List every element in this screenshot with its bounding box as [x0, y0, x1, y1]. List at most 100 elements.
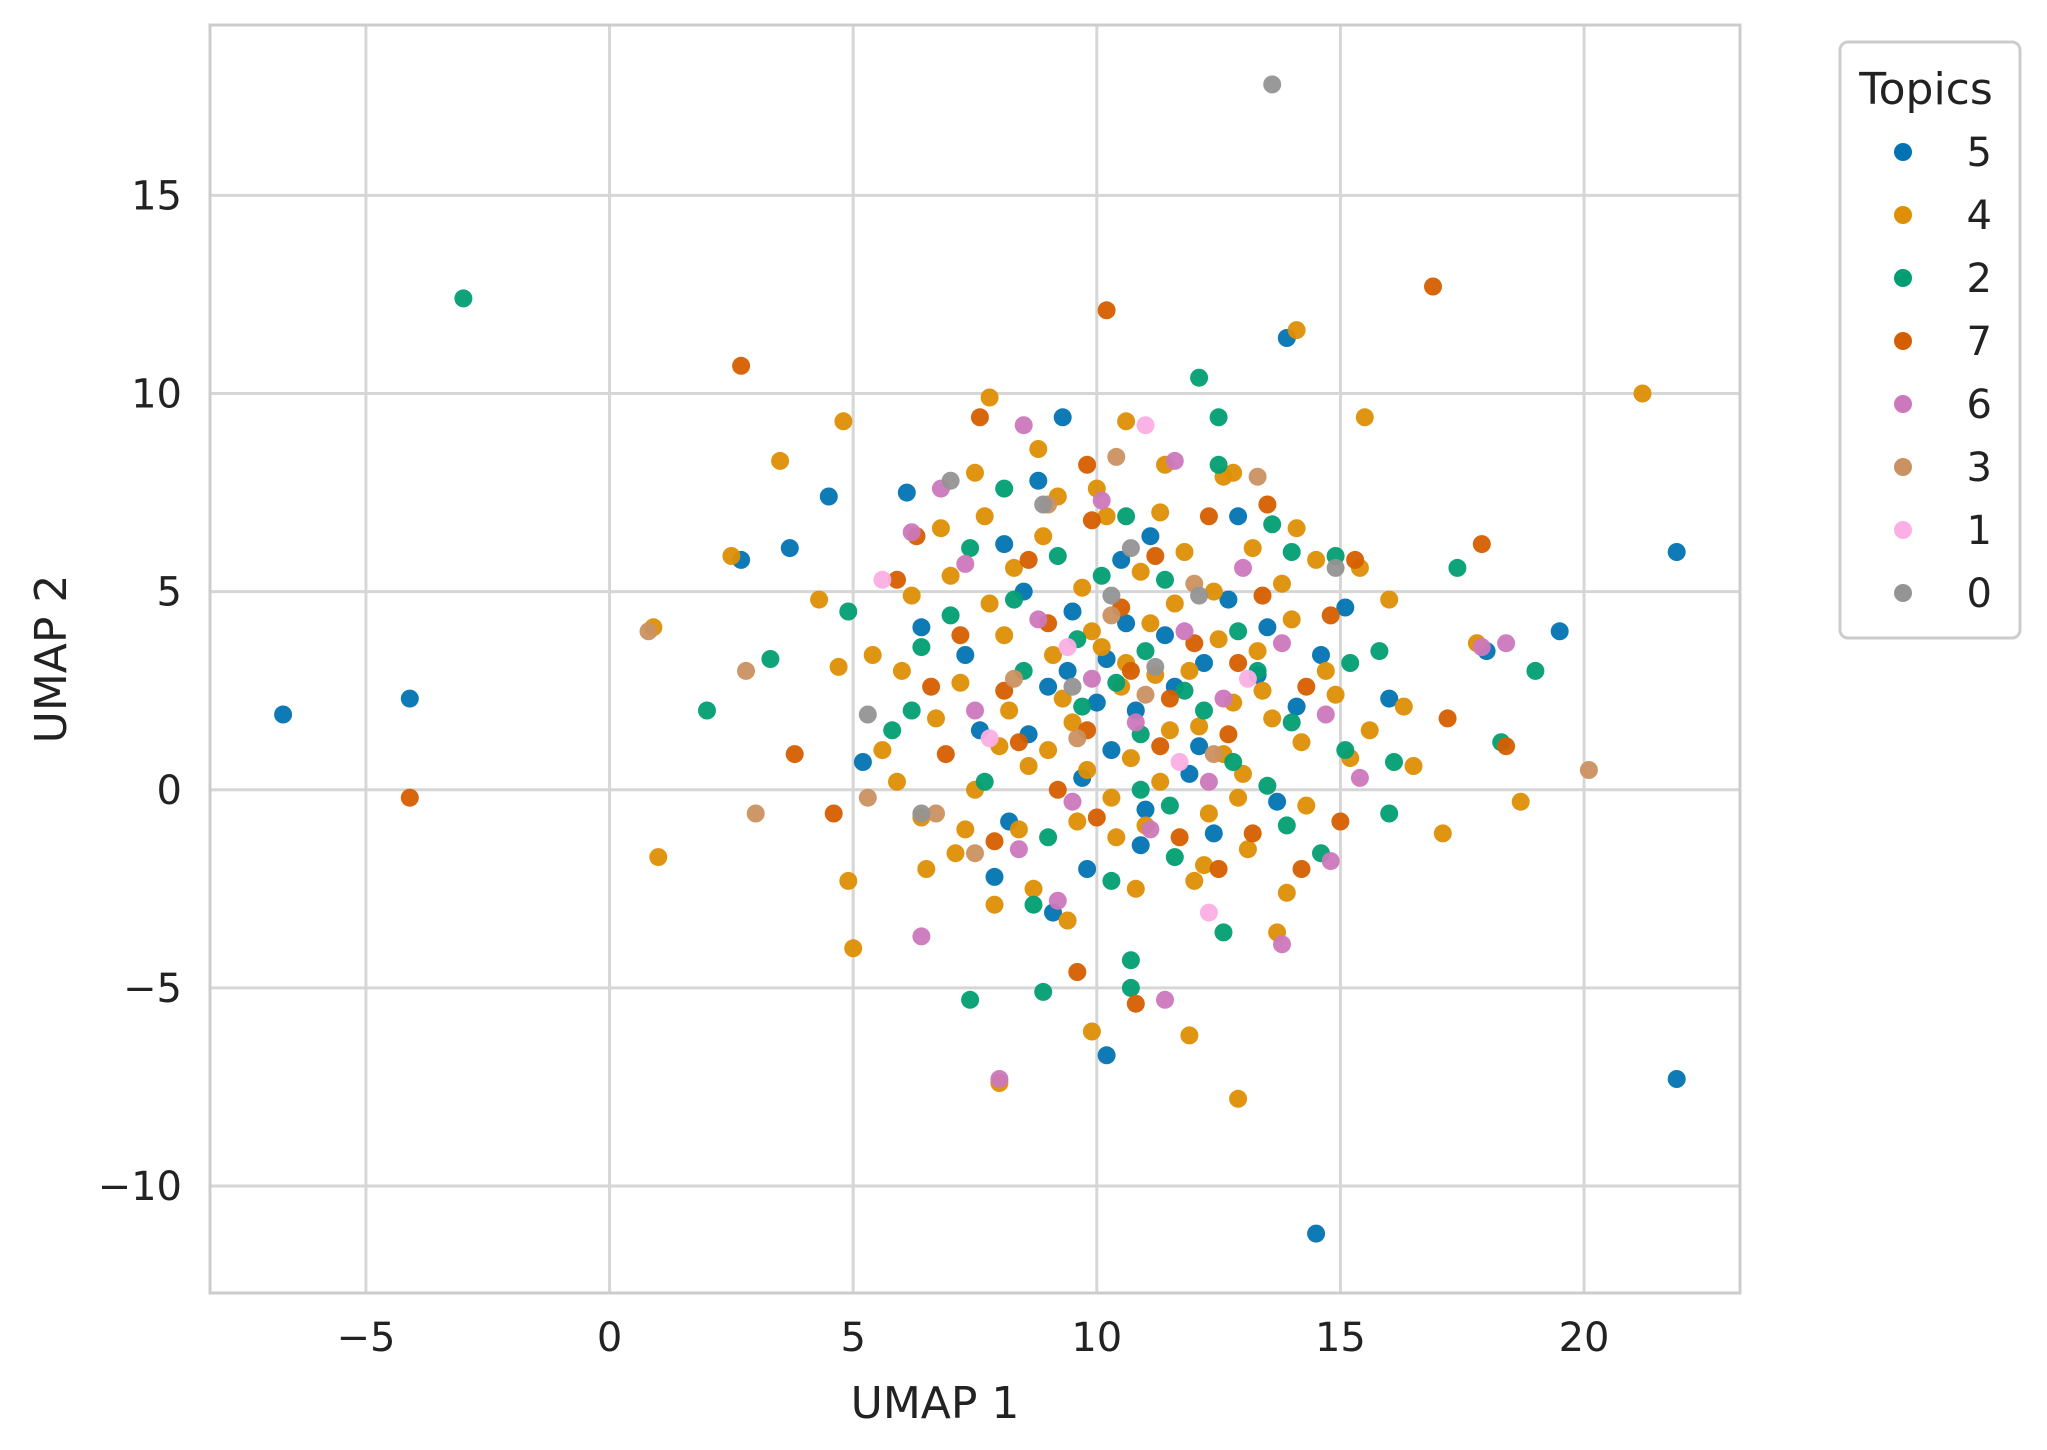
point-topic-4 [1058, 911, 1077, 930]
x-tick-label: 0 [597, 1315, 622, 1361]
point-topic-7 [1497, 737, 1516, 756]
point-topic-6 [1048, 891, 1067, 910]
point-topic-2 [1165, 848, 1184, 867]
point-topic-5 [1307, 1224, 1326, 1243]
point-topic-2 [1005, 590, 1023, 609]
point-topic-7 [951, 626, 970, 645]
point-topic-4 [1433, 824, 1452, 843]
point-topic-7 [1297, 677, 1316, 696]
point-topic-2 [961, 990, 980, 1009]
point-topic-5 [956, 646, 975, 664]
legend-label: 6 [1967, 382, 1992, 428]
legend-label: 5 [1967, 130, 1992, 176]
point-topic-2 [1073, 697, 1092, 716]
point-topic-2 [1263, 515, 1282, 534]
point-topic-3 [1248, 467, 1267, 486]
point-topic-6 [1063, 792, 1082, 811]
point-topic-6 [1082, 669, 1101, 688]
point-topic-6 [1165, 451, 1184, 470]
point-topic-2 [1341, 654, 1360, 672]
point-topic-7 [732, 356, 751, 375]
point-topic-4 [1131, 562, 1150, 581]
point-topic-5 [1550, 622, 1569, 641]
point-topic-6 [1273, 935, 1291, 954]
point-topic-6 [1141, 820, 1160, 839]
point-topic-5 [1287, 697, 1306, 716]
point-topic-4 [1039, 741, 1058, 760]
point-topic-4 [1287, 321, 1306, 340]
point-topic-2 [1102, 871, 1121, 890]
point-topic-2 [761, 650, 780, 668]
legend-label: 0 [1967, 571, 1992, 617]
point-topic-6 [990, 1070, 1009, 1088]
point-topic-4 [1005, 558, 1023, 577]
point-topic-5 [1029, 471, 1048, 490]
point-topic-5 [1141, 527, 1160, 546]
point-topic-4 [1068, 812, 1087, 831]
point-topic-2 [1277, 816, 1296, 835]
point-topic-4 [1165, 594, 1184, 613]
point-topic-6 [902, 523, 921, 542]
point-topic-4 [1224, 463, 1243, 482]
point-topic-4 [1175, 543, 1194, 561]
point-topic-5 [897, 483, 916, 502]
point-topic-7 [1472, 535, 1491, 554]
point-topic-5 [400, 689, 419, 708]
point-topic-4 [1151, 503, 1170, 522]
point-topic-4 [1160, 721, 1179, 740]
point-topic-5 [1078, 860, 1097, 878]
point-topic-7 [1009, 733, 1028, 752]
point-topic-6 [1273, 634, 1291, 653]
point-topic-4 [1185, 871, 1204, 890]
point-topic-2 [1526, 661, 1545, 680]
point-topic-4 [1282, 610, 1301, 629]
plot-border [208, 23, 1742, 1295]
point-topic-4 [1229, 788, 1248, 807]
point-topic-6 [1472, 638, 1491, 657]
point-topic-4 [863, 646, 882, 664]
point-topic-6 [1156, 990, 1174, 1009]
point-topic-2 [839, 602, 858, 621]
y-tick-label: 5 [157, 570, 182, 616]
x-tick-label: −5 [336, 1315, 395, 1361]
point-topic-4 [1034, 527, 1053, 546]
point-topic-5 [1312, 646, 1330, 664]
legend-label: 1 [1967, 508, 1992, 554]
legend-marker-0 [1894, 584, 1912, 602]
point-topic-0 [1121, 539, 1140, 558]
point-topic-4 [1511, 792, 1530, 811]
point-topic-6 [1321, 852, 1340, 871]
point-topic-0 [941, 471, 960, 490]
point-topic-5 [1180, 764, 1199, 783]
point-topic-4 [1273, 574, 1291, 593]
point-topic-7 [1209, 860, 1228, 878]
point-topic-5 [1268, 792, 1287, 811]
point-topic-3 [1068, 729, 1087, 748]
legend-label: 3 [1967, 445, 1992, 491]
point-topic-3 [746, 804, 765, 823]
point-topic-5 [1195, 654, 1213, 672]
point-topic-7 [985, 832, 1004, 851]
point-topic-6 [1014, 416, 1033, 435]
point-topic-4 [1082, 622, 1101, 641]
point-topic-4 [1092, 638, 1111, 657]
point-topic-4 [839, 871, 858, 890]
point-topic-2 [1448, 558, 1467, 577]
point-topic-5 [274, 705, 293, 724]
point-topic-2 [1131, 780, 1150, 799]
point-topic-4 [1316, 661, 1335, 680]
point-topic-7 [1048, 780, 1067, 799]
point-topic-4 [1326, 685, 1345, 704]
point-topic-4 [1102, 788, 1121, 807]
legend-box [1838, 40, 2022, 640]
point-topic-5 [1102, 741, 1121, 760]
point-topic-5 [780, 539, 799, 558]
point-topic-3 [1102, 606, 1121, 625]
point-topic-6 [1126, 713, 1145, 732]
point-topic-4 [829, 657, 848, 676]
point-topic-4 [975, 507, 994, 526]
point-topic-7 [785, 745, 804, 764]
point-topic-7 [1292, 860, 1311, 878]
